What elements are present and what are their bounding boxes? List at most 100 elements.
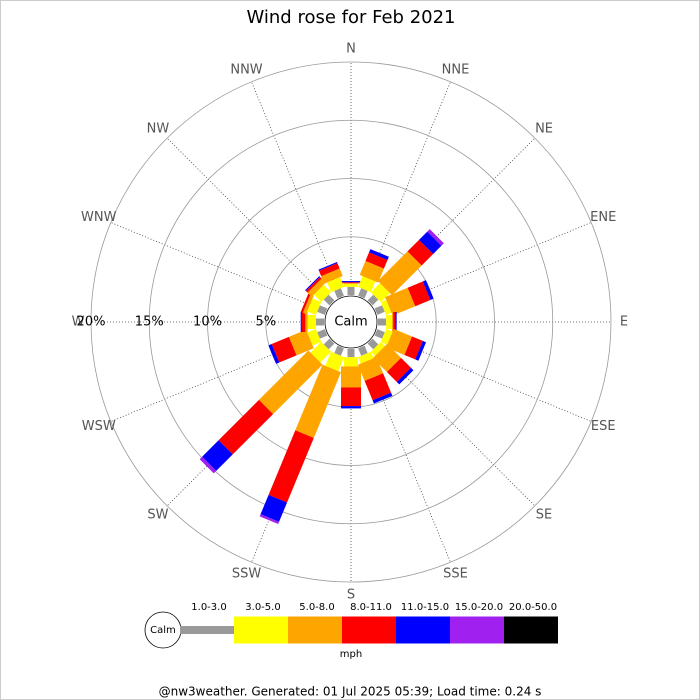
bar-segment	[317, 329, 328, 339]
bar-segment	[302, 294, 314, 315]
bar-segment	[344, 283, 358, 287]
direction-label: SW	[147, 508, 168, 523]
bar-segment	[258, 350, 323, 415]
direction-label: SSE	[443, 567, 468, 582]
legend-swatch	[450, 616, 504, 644]
bar-segment	[341, 282, 361, 284]
direction-label: ENE	[590, 210, 616, 225]
bar-segment	[386, 357, 411, 382]
bar-segment	[370, 341, 385, 356]
bar-segment	[341, 281, 361, 283]
direction-label: NNW	[230, 62, 262, 77]
bar-segment	[359, 260, 384, 283]
legend-swatch	[180, 626, 234, 634]
grid-ring	[90, 61, 612, 583]
direction-label: SE	[536, 508, 552, 523]
bar-segment	[377, 251, 422, 296]
bar-segment	[367, 338, 379, 350]
bar-segment	[374, 329, 385, 339]
r-tick-label: 5%	[255, 315, 276, 330]
direction-label: NW	[147, 121, 170, 136]
legend-swatch	[234, 616, 288, 644]
direction-label: W	[72, 315, 85, 330]
labels: N NNE NE ENE E ESE SE SSE S SSW SW WSW W WNW NW NNW 5% 10…	[72, 42, 628, 649]
direction-label: NNE	[442, 62, 470, 77]
footer: @nw3weather. Generated: 01 Jul 2025 05:3…	[159, 685, 542, 699]
bar-segment	[341, 366, 361, 388]
r-tick-label: 20%	[77, 315, 106, 330]
direction-label: SSW	[232, 567, 262, 582]
bars	[199, 229, 444, 525]
bar-segment	[396, 367, 414, 385]
bar-segment	[300, 293, 311, 313]
legend-label: 20.0-50.0	[509, 602, 557, 613]
bar-segment	[327, 277, 345, 293]
legend-label: 11.0-15.0	[401, 602, 449, 613]
bar-segment	[305, 276, 321, 292]
bar-segment	[307, 298, 322, 316]
bar-segment	[307, 315, 316, 329]
bar-segment	[323, 294, 335, 306]
bar-segment	[288, 329, 314, 356]
bar-segment	[358, 288, 368, 299]
bar-segment	[305, 276, 322, 293]
direction-label: E	[620, 315, 628, 330]
legend-label: 1.0-3.0	[191, 602, 226, 613]
direction-label: N	[346, 42, 356, 57]
direction-label: ESE	[591, 419, 616, 434]
bar-segment	[357, 276, 376, 293]
bar-segment	[377, 318, 387, 326]
chart-title: Wind rose for Feb 2021	[246, 7, 455, 28]
bar-segment	[313, 284, 332, 303]
bar-segment	[407, 239, 434, 266]
legend-swatch	[288, 616, 342, 644]
bar-segment	[325, 351, 345, 372]
legend-unit: mph	[340, 649, 362, 660]
bar-segment	[372, 343, 402, 373]
bar-segment	[334, 288, 344, 299]
calm-label: Calm	[334, 315, 367, 330]
bar-segment	[301, 312, 306, 332]
bar-segment	[386, 328, 413, 355]
legend-label: 8.0-11.0	[350, 602, 392, 613]
bar-segment	[407, 281, 431, 307]
bar-segment	[347, 286, 355, 295]
direction-label: NE	[535, 121, 553, 136]
bar-segment	[422, 280, 434, 300]
bar-segment	[268, 430, 314, 503]
calm-circle	[324, 295, 378, 349]
bar-segment	[305, 312, 308, 332]
legend-calm-label: Calm	[150, 625, 176, 636]
direction-label: WNW	[81, 210, 117, 225]
bar-segment	[318, 262, 338, 271]
bar-segment	[393, 312, 396, 332]
bar-segment	[370, 283, 390, 303]
bar-segment	[318, 263, 340, 277]
bar-segment	[310, 341, 332, 363]
bar-segment	[427, 229, 444, 246]
direction-label: S	[347, 588, 355, 603]
bar-segment	[358, 345, 368, 356]
bar-segment	[307, 278, 326, 297]
bar-segment	[380, 299, 392, 316]
bar-segment	[202, 440, 233, 471]
bar-segment	[259, 514, 280, 525]
legend-label: 5.0-8.0	[299, 602, 334, 613]
bar-segment	[199, 456, 217, 474]
bar-segment	[364, 373, 392, 401]
bar-segment	[385, 287, 416, 316]
bar-segment	[419, 231, 442, 254]
bar-segment	[395, 312, 397, 332]
legend-swatch	[504, 616, 558, 644]
bar-segment	[295, 364, 341, 438]
bar-segment	[307, 328, 322, 346]
bar-segment	[386, 315, 392, 329]
bar-segment	[391, 312, 394, 332]
bar-segment	[415, 340, 427, 361]
r-tick-label: 10%	[193, 315, 222, 330]
bar-segment	[344, 357, 358, 367]
bar-segment	[357, 351, 374, 364]
bar-segment	[334, 345, 344, 356]
bar-segment	[347, 349, 355, 358]
